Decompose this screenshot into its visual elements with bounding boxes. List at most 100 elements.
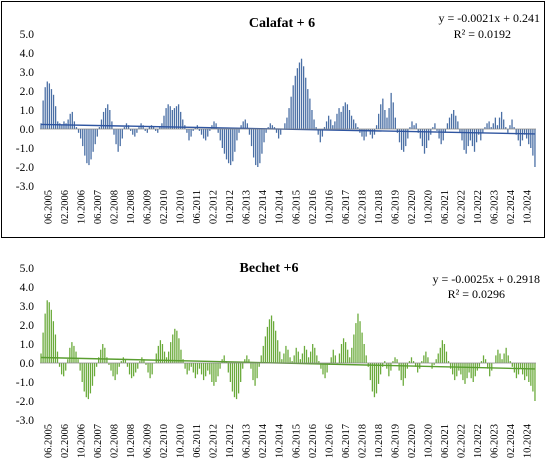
bar bbox=[289, 357, 291, 363]
bar bbox=[130, 129, 132, 131]
bar bbox=[114, 363, 116, 381]
y-tick-label: 1.0 bbox=[20, 339, 35, 351]
bar bbox=[499, 353, 501, 363]
bar bbox=[54, 334, 57, 363]
bar bbox=[106, 357, 108, 363]
bar bbox=[373, 129, 376, 135]
x-tick-label: 02.2014 bbox=[258, 189, 269, 224]
bar bbox=[52, 94, 55, 129]
bar bbox=[465, 129, 467, 154]
bar bbox=[492, 123, 494, 129]
bar bbox=[369, 363, 371, 381]
bar bbox=[40, 123, 42, 129]
bar bbox=[151, 363, 153, 375]
bar bbox=[100, 119, 103, 129]
bar bbox=[213, 121, 215, 129]
bar bbox=[85, 363, 87, 398]
x-tick-label: 02.2022 bbox=[457, 190, 468, 224]
bar bbox=[350, 115, 353, 129]
x-tick-label: 10.2020 bbox=[424, 190, 435, 224]
x-tick-label: 06.2017 bbox=[341, 190, 352, 224]
bar bbox=[384, 110, 386, 129]
bar bbox=[65, 123, 67, 129]
bar bbox=[90, 129, 92, 160]
x-tick-label: 02.2024 bbox=[506, 423, 517, 458]
bar bbox=[139, 361, 141, 363]
bar bbox=[400, 129, 403, 150]
chart-title: Bechet +6 bbox=[240, 261, 299, 276]
x-tick-label: 06.2011 bbox=[192, 424, 203, 458]
bar bbox=[394, 357, 396, 363]
x-tick-label: 10.2012 bbox=[225, 190, 236, 224]
x-tick-label: 02.2020 bbox=[407, 190, 418, 224]
bar bbox=[472, 363, 474, 382]
bar bbox=[439, 347, 441, 363]
bar bbox=[147, 363, 149, 373]
bar bbox=[87, 363, 90, 400]
bar bbox=[52, 321, 55, 363]
bar bbox=[478, 129, 480, 135]
bar bbox=[231, 363, 234, 392]
bar bbox=[480, 361, 483, 363]
bar bbox=[459, 129, 461, 133]
bar bbox=[509, 125, 511, 129]
bar bbox=[361, 129, 363, 137]
bar bbox=[495, 355, 497, 363]
bar bbox=[484, 127, 486, 129]
bar bbox=[460, 363, 462, 375]
bar bbox=[86, 129, 88, 164]
bar bbox=[334, 355, 336, 363]
bar bbox=[528, 363, 530, 382]
bar bbox=[167, 104, 169, 129]
bar bbox=[392, 102, 394, 129]
bar bbox=[98, 357, 100, 363]
bar bbox=[436, 129, 438, 131]
bar bbox=[363, 344, 365, 363]
bar bbox=[441, 340, 443, 363]
bar bbox=[404, 363, 406, 379]
y-tick-label: 4.0 bbox=[20, 282, 35, 294]
x-tick-label: 02.2008 bbox=[109, 424, 120, 458]
bar bbox=[487, 363, 489, 369]
bar bbox=[177, 104, 180, 129]
bar bbox=[526, 363, 528, 377]
bar bbox=[474, 363, 476, 377]
x-tick-label: 10.2014 bbox=[275, 189, 286, 224]
bar bbox=[172, 334, 174, 363]
bar bbox=[178, 338, 180, 363]
bar bbox=[207, 129, 209, 137]
bar bbox=[378, 113, 380, 129]
bar bbox=[65, 363, 67, 371]
bar bbox=[317, 129, 319, 135]
bar bbox=[325, 121, 328, 129]
bar bbox=[340, 344, 343, 363]
bar bbox=[89, 363, 92, 394]
bar bbox=[342, 338, 345, 363]
bar bbox=[302, 66, 305, 129]
bar bbox=[246, 123, 249, 129]
bar bbox=[336, 113, 338, 129]
bar bbox=[423, 355, 425, 363]
y-tick-label: 2.0 bbox=[20, 86, 35, 98]
x-tick-label: 02.2020 bbox=[407, 424, 418, 458]
bar bbox=[367, 129, 369, 131]
bar bbox=[440, 129, 442, 145]
bar bbox=[270, 315, 273, 363]
x-tick-label: 06.2007 bbox=[93, 424, 104, 458]
y-tick-label: -2.0 bbox=[16, 396, 34, 408]
bar bbox=[205, 129, 207, 141]
bar bbox=[58, 363, 61, 367]
bar bbox=[180, 349, 182, 363]
x-tick-label: 06.2005 bbox=[43, 424, 54, 458]
bar bbox=[410, 357, 413, 363]
bar bbox=[124, 359, 127, 363]
bar bbox=[348, 110, 351, 129]
bar bbox=[190, 129, 192, 137]
bar bbox=[462, 363, 464, 381]
x-tick-label: 02.2016 bbox=[308, 424, 319, 458]
x-tick-label: 10.2018 bbox=[374, 190, 385, 224]
bar bbox=[490, 127, 492, 129]
bar bbox=[182, 119, 184, 129]
bar bbox=[157, 345, 159, 363]
bar bbox=[126, 363, 129, 367]
